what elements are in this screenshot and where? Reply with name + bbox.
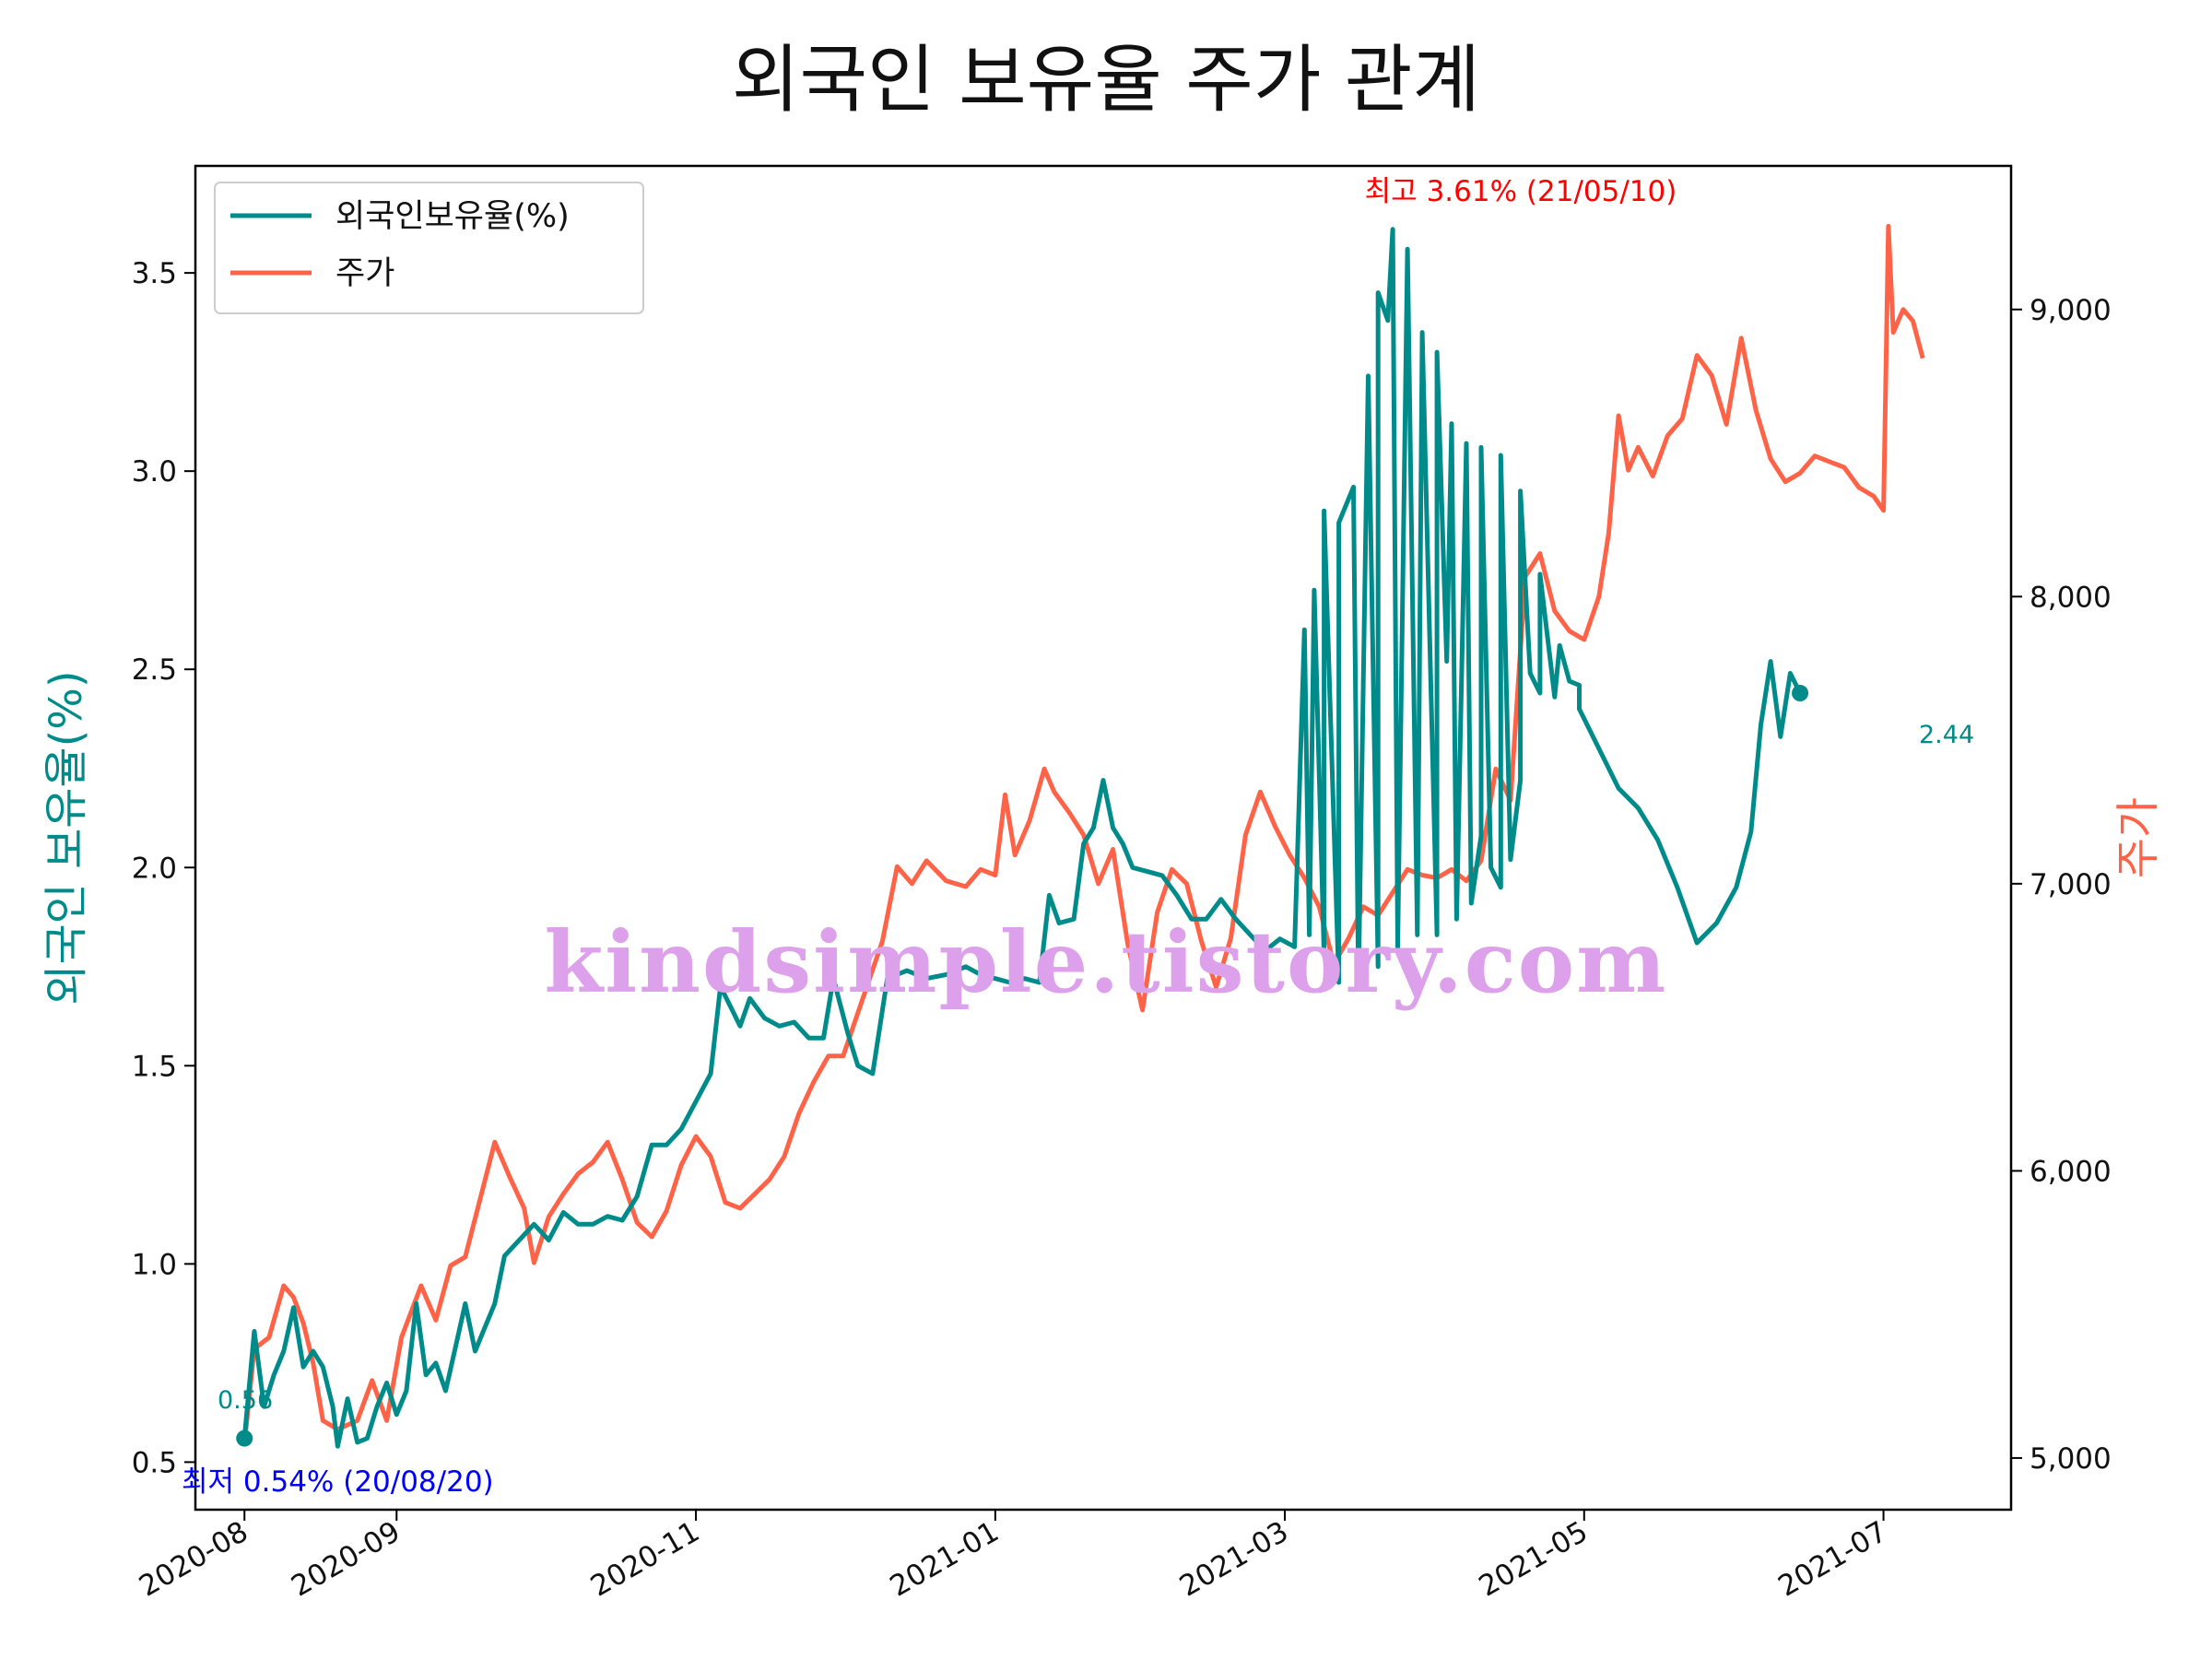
- x-tick-label: 2020-11: [585, 1515, 705, 1604]
- legend-entry: 외국인보유율(%): [335, 198, 570, 235]
- y-left-tick-label: 1.5: [132, 1050, 177, 1083]
- watermark: kindsimple.tistory.com: [544, 912, 1668, 1012]
- y-right-axis-label: 주가: [2112, 797, 2164, 878]
- x-tick-label: 2020-08: [134, 1515, 253, 1604]
- y-left-tick-label: 3.0: [132, 455, 177, 488]
- legend: 외국인보유율(%) 주가: [214, 182, 644, 314]
- chart-title: 외국인 보유율 주가 관계: [731, 37, 1481, 123]
- price-series-line: [241, 223, 1925, 1444]
- x-tick-label: 2021-05: [1474, 1515, 1594, 1604]
- y-left-tick-label: 1.0: [132, 1248, 177, 1281]
- end-value-label: 2.44: [1919, 721, 1974, 749]
- start-marker: [236, 1430, 253, 1447]
- y-left-tick-label: 2.5: [132, 653, 177, 687]
- annotation-layer: 최고 3.61% (21/05/10) 최저 0.54% (20/08/20) 0.…: [182, 175, 1974, 1499]
- y-left-tick-label: 0.5: [132, 1446, 177, 1479]
- y-right-tick-label: 5,000: [2030, 1442, 2112, 1476]
- y-right-tick-label: 8,000: [2030, 581, 2112, 614]
- y-left-tick-label: 3.5: [132, 257, 177, 290]
- legend-entry: 주가: [335, 255, 394, 292]
- y-right-tick-label: 6,000: [2030, 1155, 2112, 1188]
- x-tick-label: 2021-07: [1772, 1515, 1892, 1604]
- end-marker: [1792, 685, 1809, 702]
- y-left-axis-label: 외국인 보유율(%): [41, 670, 92, 1005]
- x-tick-label: 2021-03: [1174, 1515, 1294, 1604]
- axes-layer: 2020-08 2020-09 2020-11 2021-01 2021-03 2021-…: [41, 164, 2164, 1604]
- series-layer: [236, 223, 1925, 1449]
- min-annotation: 최저 0.54% (20/08/20): [182, 1465, 494, 1499]
- start-value-label: 0.56: [218, 1386, 273, 1415]
- x-tick-label: 2021-01: [885, 1515, 1005, 1604]
- y-left-tick-label: 2.0: [132, 852, 177, 885]
- y-right-tick-label: 7,000: [2030, 868, 2112, 901]
- x-tick-label: 2020-09: [286, 1515, 406, 1604]
- y-right-tick-label: 9,000: [2030, 294, 2112, 327]
- plot-frame: [194, 164, 2013, 1512]
- legend-box: [214, 182, 644, 314]
- holding-series-line: [241, 227, 1803, 1449]
- max-annotation: 최고 3.61% (21/05/10): [1365, 175, 1677, 208]
